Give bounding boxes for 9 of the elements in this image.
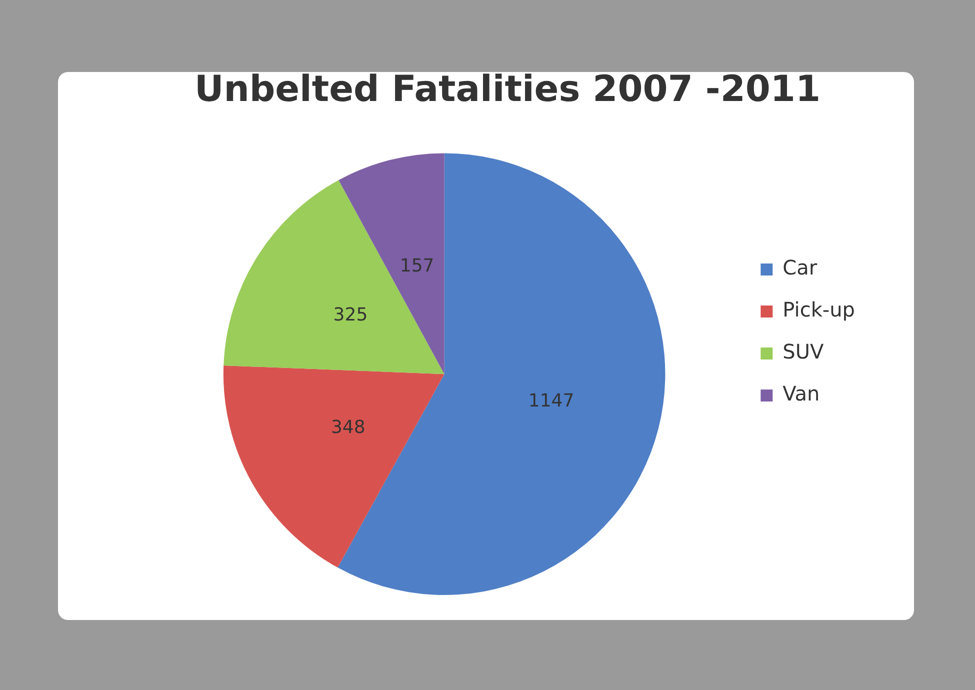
- legend-label: Pick-up: [782, 298, 855, 322]
- legend-label: SUV: [782, 340, 824, 364]
- data-label: 348: [330, 417, 366, 438]
- chart-title: Unbelted Fatalities 2007 -2011: [194, 68, 821, 110]
- legend-label: Car: [782, 256, 818, 280]
- legend-label: Van: [782, 382, 820, 406]
- data-label: 325: [333, 304, 368, 326]
- data-label: 157: [400, 256, 434, 277]
- data-label: 1147: [528, 390, 574, 412]
